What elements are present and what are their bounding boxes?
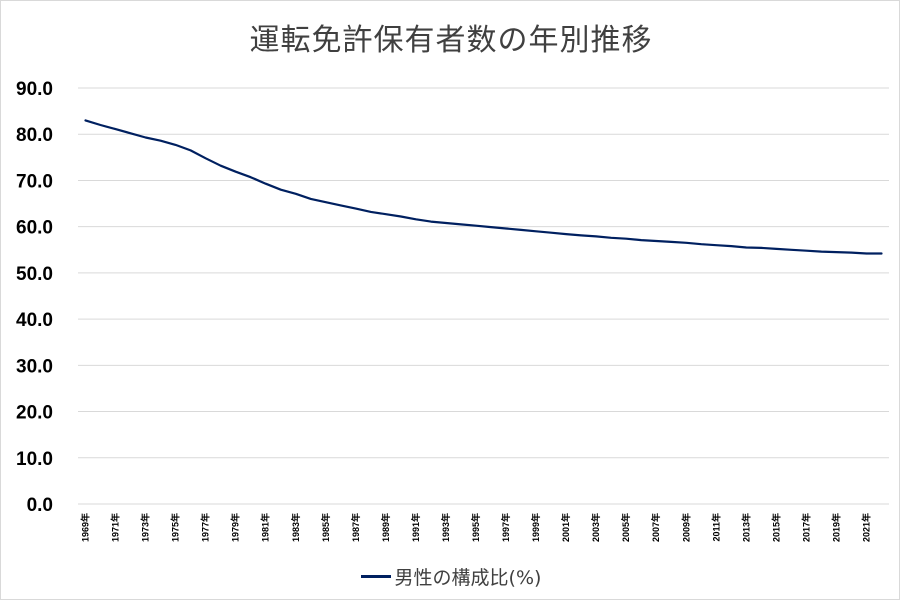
- x-tick-label: 1995年: [470, 513, 481, 542]
- y-tick-label: 80.0: [16, 125, 53, 146]
- x-tick-label: 1987年: [350, 513, 361, 542]
- x-tick-label: 2003年: [590, 513, 601, 542]
- x-tick-label: 2007年: [650, 513, 661, 542]
- x-tick-label: 2005年: [620, 513, 631, 542]
- legend-swatch: [360, 575, 391, 578]
- x-tick-label: 2013年: [740, 513, 751, 542]
- y-tick-label: 90.0: [16, 79, 53, 100]
- y-tick-label: 0.0: [27, 495, 53, 516]
- x-tick-label: 1977年: [200, 513, 211, 542]
- x-tick-label: 1979年: [230, 513, 241, 542]
- x-tick-label: 1983年: [290, 513, 301, 542]
- x-tick-label: 2015年: [770, 513, 781, 542]
- x-tick-label: 1981年: [260, 513, 271, 542]
- y-tick-label: 70.0: [16, 171, 53, 192]
- chart-title: 運転免許保有者数の年別推移: [249, 23, 653, 58]
- y-tick-label: 30.0: [16, 356, 53, 377]
- x-tick-label: 1971年: [110, 513, 121, 542]
- x-tick-label: 1973年: [140, 513, 151, 542]
- x-tick-label: 2021年: [860, 513, 871, 542]
- y-tick-label: 40.0: [16, 310, 53, 331]
- x-tick-label: 1997年: [500, 513, 511, 542]
- y-tick-label: 60.0: [16, 218, 53, 239]
- y-tick-label: 10.0: [16, 449, 53, 470]
- x-tick-label: 1975年: [170, 513, 181, 542]
- x-tick-label: 1989年: [380, 513, 391, 542]
- x-tick-label: 2019年: [830, 513, 841, 542]
- x-tick-label: 2001年: [560, 513, 571, 542]
- legend-label: 男性の構成比(%): [394, 567, 542, 589]
- x-tick-label: 1993年: [440, 513, 451, 542]
- series-line: [84, 119, 883, 255]
- x-tick-label: 2011年: [710, 513, 721, 542]
- x-tick-label: 1991年: [410, 513, 421, 542]
- legend: 男性の構成比(%): [1, 563, 900, 590]
- y-tick-label: 50.0: [16, 264, 53, 285]
- x-tick-label: 1999年: [530, 513, 541, 542]
- x-tick-label: 1969年: [80, 513, 91, 542]
- y-tick-label: 20.0: [16, 403, 53, 424]
- x-tick-label: 2009年: [680, 513, 691, 542]
- x-tick-label: 2017年: [800, 513, 811, 542]
- x-tick-label: 1985年: [320, 513, 331, 542]
